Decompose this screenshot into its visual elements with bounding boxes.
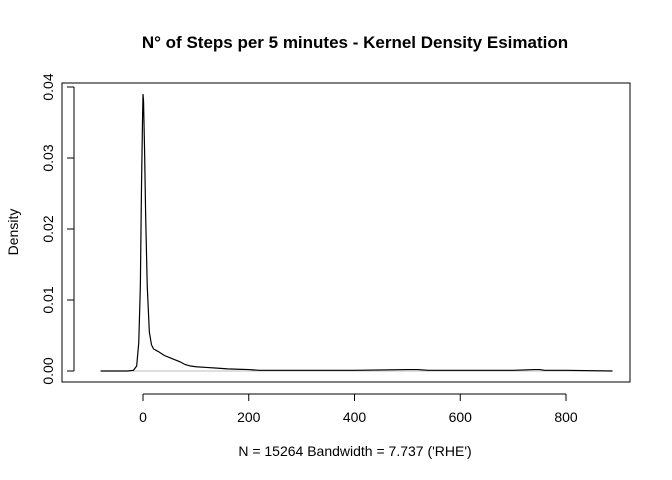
- chart-title: N° of Steps per 5 minutes - Kernel Densi…: [142, 33, 568, 52]
- x-tick-label: 600: [449, 409, 473, 425]
- x-tick-label: 800: [554, 409, 578, 425]
- y-tick-label: 0.02: [40, 215, 56, 242]
- plot-box: [61, 82, 631, 383]
- x-axis: 0 200 400 600 800: [139, 393, 578, 425]
- x-tick-label: 0: [139, 409, 147, 425]
- x-tick-label: 200: [237, 409, 261, 425]
- y-tick-label: 0.03: [40, 144, 56, 171]
- y-tick-label: 0.00: [40, 357, 56, 384]
- x-tick-label: 400: [343, 409, 367, 425]
- x-axis-label: N = 15264 Bandwidth = 7.737 ('RHE'): [238, 443, 471, 459]
- density-curve: [100, 94, 613, 372]
- y-tick-label: 0.04: [40, 73, 56, 100]
- y-axis-label: Density: [5, 209, 21, 256]
- y-tick-label: 0.01: [40, 286, 56, 313]
- y-axis: 0.00 0.01 0.02 0.03 0.04: [40, 73, 75, 385]
